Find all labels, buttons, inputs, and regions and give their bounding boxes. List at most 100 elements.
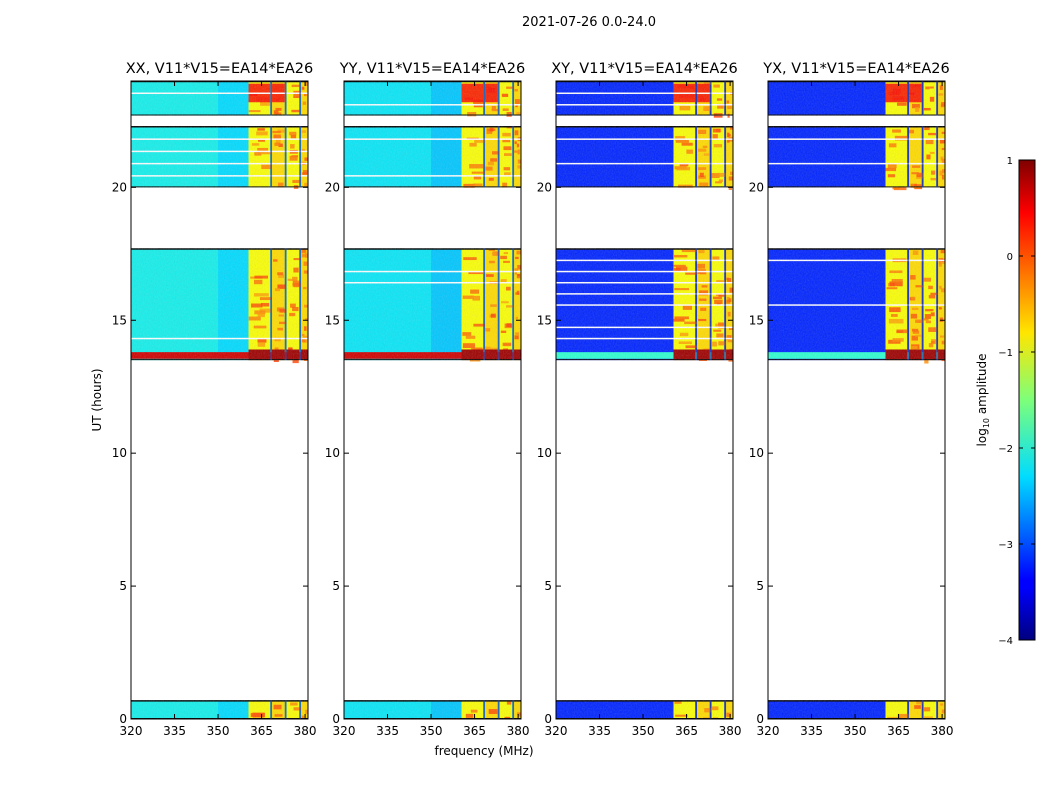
channel-gap [921,700,924,719]
x-tick-label: 350 [207,724,230,738]
panel-yy: YY, V11*V15=EA14*EA26 320 335 350 365 380 0 5 10… [325,61,530,738]
channel-gap [724,126,727,188]
panel-title: XX, V11*V15=EA14*EA26 [126,61,314,77]
y-tick-label: 0 [332,712,340,726]
y-tick-label: 5 [119,579,127,593]
x-tick-label: 335 [163,724,186,738]
channel-gap [907,126,910,188]
channel-gap [270,81,273,116]
panel-frame [555,80,734,720]
noise-texture [344,700,521,719]
channel-gap [695,700,698,719]
panel-image [131,81,308,719]
x-tick-label: 365 [463,724,486,738]
x-tick-label: 350 [420,724,443,738]
y-tick-label: 10 [537,446,552,460]
y-tick-label: 15 [749,313,764,327]
x-tick-label: 380 [507,724,530,738]
channel-gap [695,126,698,188]
y-tick-label: 5 [544,579,552,593]
panel-frame [130,80,309,720]
panel-title: YX, V11*V15=EA14*EA26 [762,61,949,77]
x-tick-label: 335 [588,724,611,738]
colorbar-tick-label: 0 [1007,252,1013,263]
x-tick-label: 380 [294,724,317,738]
channel-gap [936,126,939,188]
y-tick-label: 20 [537,180,552,194]
x-tick-label: 320 [757,724,780,738]
colorbar-tick-label: −3 [998,540,1013,551]
figure-suptitle: 2021-07-26 0.0-24.0 [522,15,656,30]
x-tick-label: 320 [333,724,356,738]
noise-texture [344,126,521,188]
x-tick-label: 320 [120,724,143,738]
channel-gap [921,126,924,188]
rfi-spot [728,359,733,362]
channel-gap [907,81,910,116]
x-tick-label: 335 [376,724,399,738]
rfi-spot [728,187,733,190]
x-tick-label: 320 [545,724,568,738]
x-tick-label: 380 [719,724,742,738]
y-tick-label: 15 [325,313,340,327]
noise-texture [556,700,733,719]
y-tick-label: 0 [544,712,552,726]
noise-texture [131,248,308,361]
channel-gap [284,126,287,188]
noise-texture [131,700,308,719]
channel-gap [483,126,486,188]
channel-gap [299,700,302,719]
noise-texture [344,81,521,116]
rfi-spot [893,186,907,191]
channel-gap [936,700,939,719]
noise-texture [344,248,521,361]
y-tick-label: 0 [119,712,127,726]
channel-gap [483,81,486,116]
channel-gap [724,700,727,719]
channel-gap [284,248,287,361]
channel-gap [921,248,924,361]
y-tick-label: 15 [537,313,552,327]
heatmap-panels: XX, V11*V15=EA14*EA26 320 335 350 365 380 0 5 10… [112,61,954,738]
x-tick-label: 365 [887,724,910,738]
channel-gap [497,126,500,188]
channel-gap [709,700,712,719]
rfi-spot [924,358,929,364]
channel-gap [907,248,910,361]
noise-texture [768,700,945,719]
channel-gap [709,81,712,116]
channel-gap [936,81,939,116]
y-tick-label: 5 [756,579,764,593]
noise-texture [556,81,733,116]
channel-gap [284,700,287,719]
panel-image [556,81,733,719]
channel-gap [936,248,939,361]
x-tick-label: 335 [800,724,823,738]
colorbar-ticks: 1 0 −1 −2 −3 −4 [998,156,1035,647]
channel-gap [497,248,500,361]
y-tick-label: 10 [325,446,340,460]
panel-title: YY, V11*V15=EA14*EA26 [339,61,525,77]
channel-gap [270,248,273,361]
panel-xx: XX, V11*V15=EA14*EA26 320 335 350 365 380 0 5 10… [112,61,317,738]
channel-gap [270,126,273,188]
y-tick-label: 15 [112,313,127,327]
noise-texture [556,126,733,188]
channel-gap [709,248,712,361]
channel-gap [695,81,698,116]
y-tick-label: 20 [325,180,340,194]
colorbar-tick-label: −2 [998,444,1013,455]
channel-gap [483,700,486,719]
noise-texture [768,81,945,116]
x-tick-label: 350 [632,724,655,738]
channel-gap [724,248,727,361]
colorbar-label: log10 amplitude [975,354,991,447]
channel-gap [512,81,515,116]
channel-gap [299,248,302,361]
y-tick-label: 0 [756,712,764,726]
x-tick-label: 380 [931,724,954,738]
y-axis-label: UT (hours) [90,368,104,431]
channel-gap [299,81,302,116]
y-tick-label: 20 [112,180,127,194]
